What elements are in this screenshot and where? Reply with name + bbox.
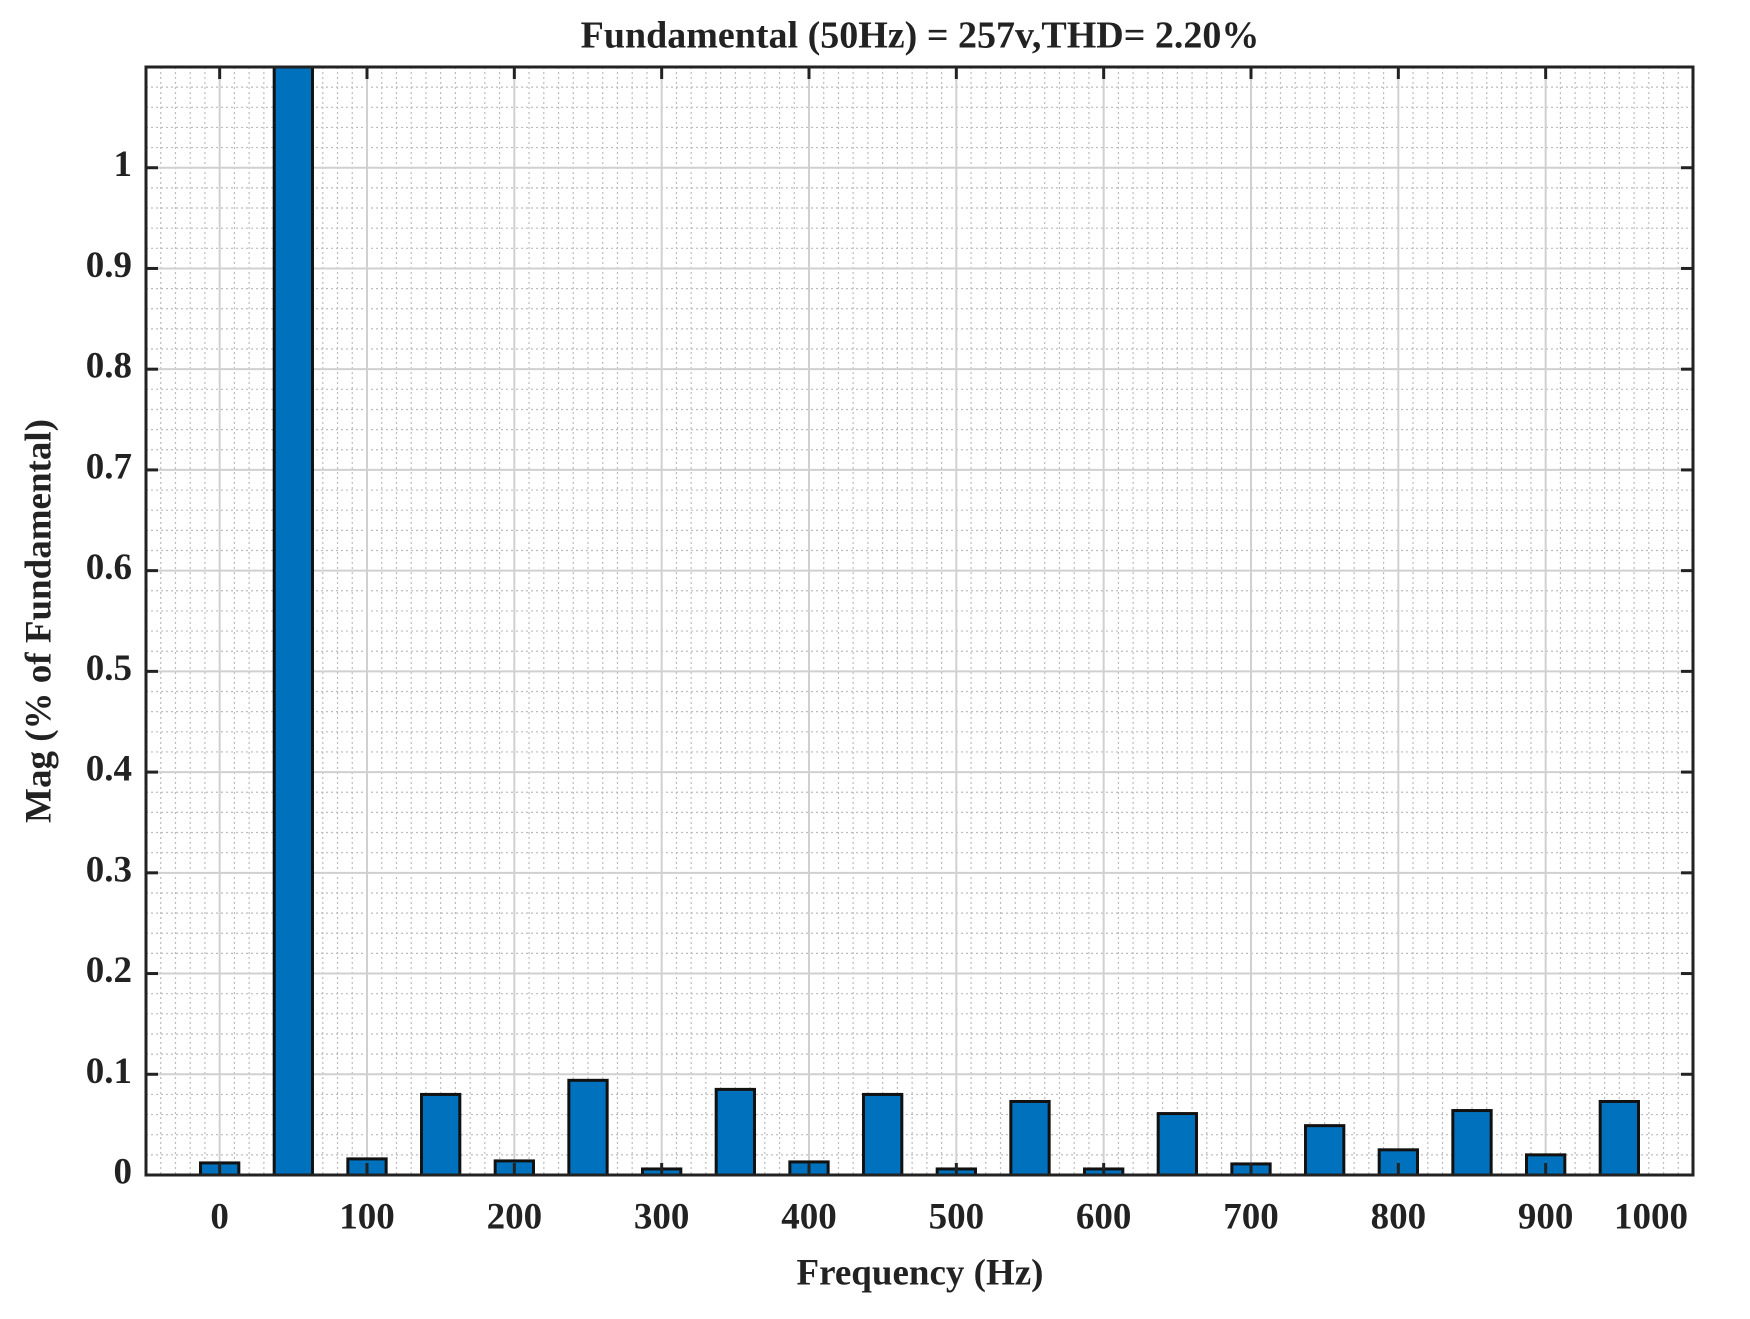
y-tick-label: 0 <box>114 1151 133 1192</box>
x-tick-label: 200 <box>487 1196 543 1237</box>
bar <box>714 1087 756 1175</box>
bar <box>1451 1109 1493 1175</box>
x-tick-label: 0 <box>210 1196 229 1237</box>
x-tick-label: 1000 <box>1614 1196 1688 1237</box>
y-axis-label: Mag (% of Fundamental) <box>18 419 59 823</box>
bar <box>1304 1124 1346 1175</box>
y-tick-label: 0.5 <box>86 648 132 689</box>
y-tick-label: 0.1 <box>86 1051 132 1092</box>
bar <box>272 67 314 1175</box>
x-tick-label: 300 <box>634 1196 690 1237</box>
y-tick-label: 0.9 <box>86 245 132 286</box>
bar <box>1009 1099 1051 1175</box>
bar <box>1598 1099 1640 1175</box>
y-tick-label: 0.3 <box>86 849 132 890</box>
bar <box>862 1092 904 1175</box>
x-axis-label: Frequency (Hz) <box>797 1252 1044 1293</box>
chart-title: Fundamental (50Hz) = 257v,THD= 2.20% <box>581 15 1260 57</box>
x-tick-label: 800 <box>1371 1196 1427 1237</box>
y-tick-label: 0.2 <box>86 950 132 991</box>
y-tick-label: 0.7 <box>86 446 132 487</box>
x-tick-label: 100 <box>339 1196 395 1237</box>
bar <box>567 1078 609 1175</box>
x-tick-label: 600 <box>1076 1196 1132 1237</box>
x-tick-label: 500 <box>929 1196 985 1237</box>
y-tick-label: 0.6 <box>86 547 132 588</box>
y-tick-label: 0.8 <box>86 346 132 387</box>
bar <box>420 1092 462 1175</box>
x-tick-label: 700 <box>1223 1196 1279 1237</box>
plot-frame <box>144 65 1695 1177</box>
bars <box>199 67 1640 1175</box>
x-tick-label: 400 <box>781 1196 837 1237</box>
y-tick-label: 0.4 <box>86 749 132 790</box>
bar <box>1156 1112 1198 1175</box>
y-tick-label: 1 <box>114 144 133 185</box>
x-tick-label: 900 <box>1518 1196 1574 1237</box>
